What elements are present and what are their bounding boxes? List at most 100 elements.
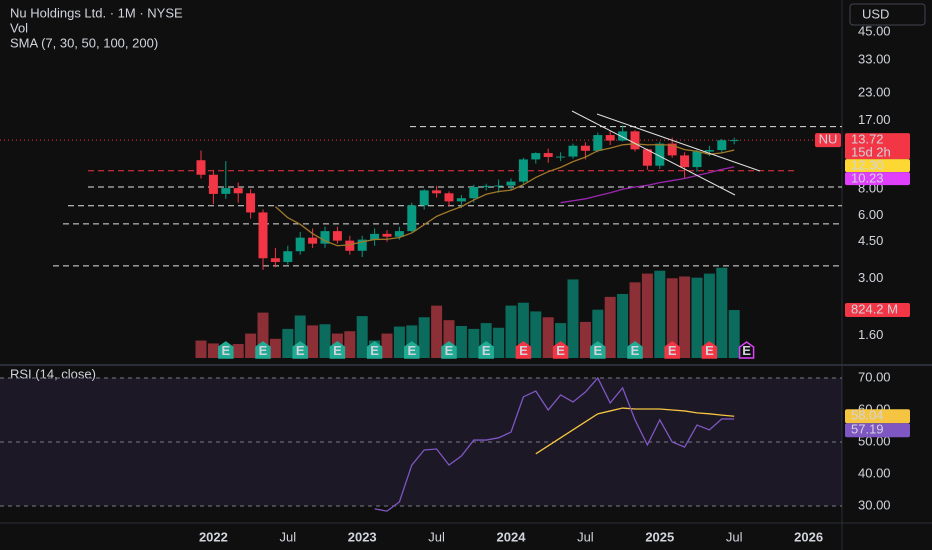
earnings-label: E <box>631 343 640 358</box>
x-tick-label: Jul <box>726 529 743 544</box>
earnings-marker <box>292 341 308 359</box>
y-tick-label: 33.00 <box>858 52 891 67</box>
earnings-label: E <box>296 343 305 358</box>
volume-bar <box>654 270 666 358</box>
trend-line <box>596 113 761 172</box>
currency-button[interactable] <box>849 3 926 26</box>
candle-body <box>630 131 640 150</box>
candle-body <box>332 231 342 241</box>
candle-body <box>680 155 690 168</box>
candle-body <box>283 251 293 262</box>
price-tag-label: 15d 2h <box>851 145 891 160</box>
x-tick-label: Jul <box>428 529 445 544</box>
earnings-label: E <box>705 343 714 358</box>
x-tick-label: Jul <box>577 529 594 544</box>
volume-bar <box>542 317 554 358</box>
volume-bar <box>269 338 281 358</box>
candle-body <box>704 150 714 152</box>
volume-bar <box>505 305 517 358</box>
earnings-marker <box>404 341 420 359</box>
currency[interactable]: USD <box>862 6 889 21</box>
x-tick-label: 2025 <box>645 529 674 544</box>
candle-body <box>382 233 392 237</box>
candle-body <box>419 190 429 206</box>
candle-body <box>320 231 330 244</box>
volume-legend: Vol <box>10 20 28 35</box>
candle-body <box>605 135 615 141</box>
price-tag-label: 58.04 <box>851 408 884 423</box>
candle-body <box>444 193 454 202</box>
candle-body <box>270 258 280 262</box>
earnings-label: E <box>593 343 602 358</box>
candle-body <box>258 212 268 259</box>
x-tick-label: 2024 <box>497 529 527 544</box>
candle-body <box>580 145 590 151</box>
trend-channel <box>571 110 761 196</box>
volume-bar <box>381 333 393 358</box>
symbol-tag <box>815 133 841 148</box>
price-tag-label: 824.2 M <box>851 301 898 316</box>
price-tag <box>845 172 910 186</box>
earnings-label: E <box>221 343 230 358</box>
earnings-label: E <box>407 343 416 358</box>
volume-bar <box>493 327 505 358</box>
candle-body <box>456 198 466 202</box>
indicator-line <box>535 407 735 455</box>
price-tag <box>845 423 910 438</box>
volume-bar <box>728 310 740 358</box>
volume-bar <box>431 305 443 358</box>
volume-bar <box>703 273 715 358</box>
trend-line <box>571 110 736 196</box>
price-tag <box>845 133 910 160</box>
price-tag <box>845 159 910 173</box>
candle-body <box>308 237 318 244</box>
candle-body <box>667 143 677 156</box>
y-tick-label: 3.00 <box>858 270 883 285</box>
candle-body <box>370 233 380 240</box>
volume-bar <box>443 320 455 358</box>
candle-body <box>407 205 417 232</box>
y-tick-label: 70.00 <box>858 369 891 384</box>
candle-body <box>394 231 404 237</box>
x-tick-label: 2023 <box>348 529 377 544</box>
volume-bar <box>567 279 579 358</box>
volume-bar <box>418 317 430 358</box>
volume-bar <box>716 267 728 358</box>
y-tick-label: 1.60 <box>858 327 883 342</box>
candle-body <box>642 149 652 166</box>
y-tick-label: 30.00 <box>858 497 891 512</box>
earnings-marker <box>701 341 718 359</box>
earnings-marker <box>627 341 643 359</box>
y-tick-label: 40.00 <box>858 465 891 480</box>
candle-body <box>432 190 442 194</box>
symbol-label: NU <box>819 132 838 147</box>
volume-bar <box>356 316 368 358</box>
earnings-label: E <box>370 343 379 358</box>
candle-body <box>655 143 665 166</box>
rsi-band <box>0 377 842 506</box>
y-tick-label: 45.00 <box>858 23 891 38</box>
candle-body <box>717 140 727 151</box>
x-tick-label: 2022 <box>199 529 228 544</box>
volume-bar <box>679 276 691 358</box>
earnings-marker <box>590 341 606 359</box>
earnings-marker <box>664 341 680 359</box>
volume-bar <box>666 278 678 358</box>
earnings-marker <box>329 341 346 359</box>
earnings-marker <box>218 341 234 359</box>
chart-title: Nu Holdings Ltd. · 1M · NYSE <box>10 5 183 20</box>
indicator-line <box>274 143 735 247</box>
candle-body <box>494 185 504 187</box>
indicator-line <box>560 166 735 204</box>
earnings-marker <box>255 341 271 359</box>
volume-bar <box>629 282 641 358</box>
price-tag-label: 13.72 <box>851 132 884 147</box>
volume-bar <box>592 309 604 358</box>
x-tick-label: 2026 <box>794 529 823 544</box>
y-tick-label: 6.00 <box>858 207 883 222</box>
volume-bar <box>207 343 219 358</box>
volume-bar <box>393 326 405 358</box>
